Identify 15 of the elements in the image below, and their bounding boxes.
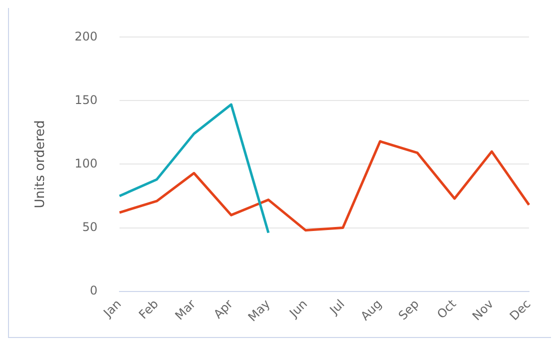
y-axis-title: Units ordered (33, 120, 48, 208)
x-tick-label: Mar (172, 296, 198, 323)
y-tick-label: 0 (90, 283, 98, 298)
y-tick-label: 200 (74, 29, 98, 44)
x-tick-label: Sep (396, 296, 422, 323)
x-tick-label: Jul (326, 296, 348, 318)
y-tick-label: 100 (74, 156, 98, 170)
x-tick-label: Jun (286, 296, 310, 321)
y-tick-label: 150 (74, 92, 98, 107)
x-tick-label: Dec (507, 296, 534, 324)
x-tick-label: Oct (434, 296, 460, 322)
x-tick-label: Apr (210, 296, 236, 322)
x-tick-label: Jan (100, 296, 124, 320)
y-tick-label: 50 (82, 220, 98, 234)
x-tick-label: Feb (136, 296, 162, 322)
